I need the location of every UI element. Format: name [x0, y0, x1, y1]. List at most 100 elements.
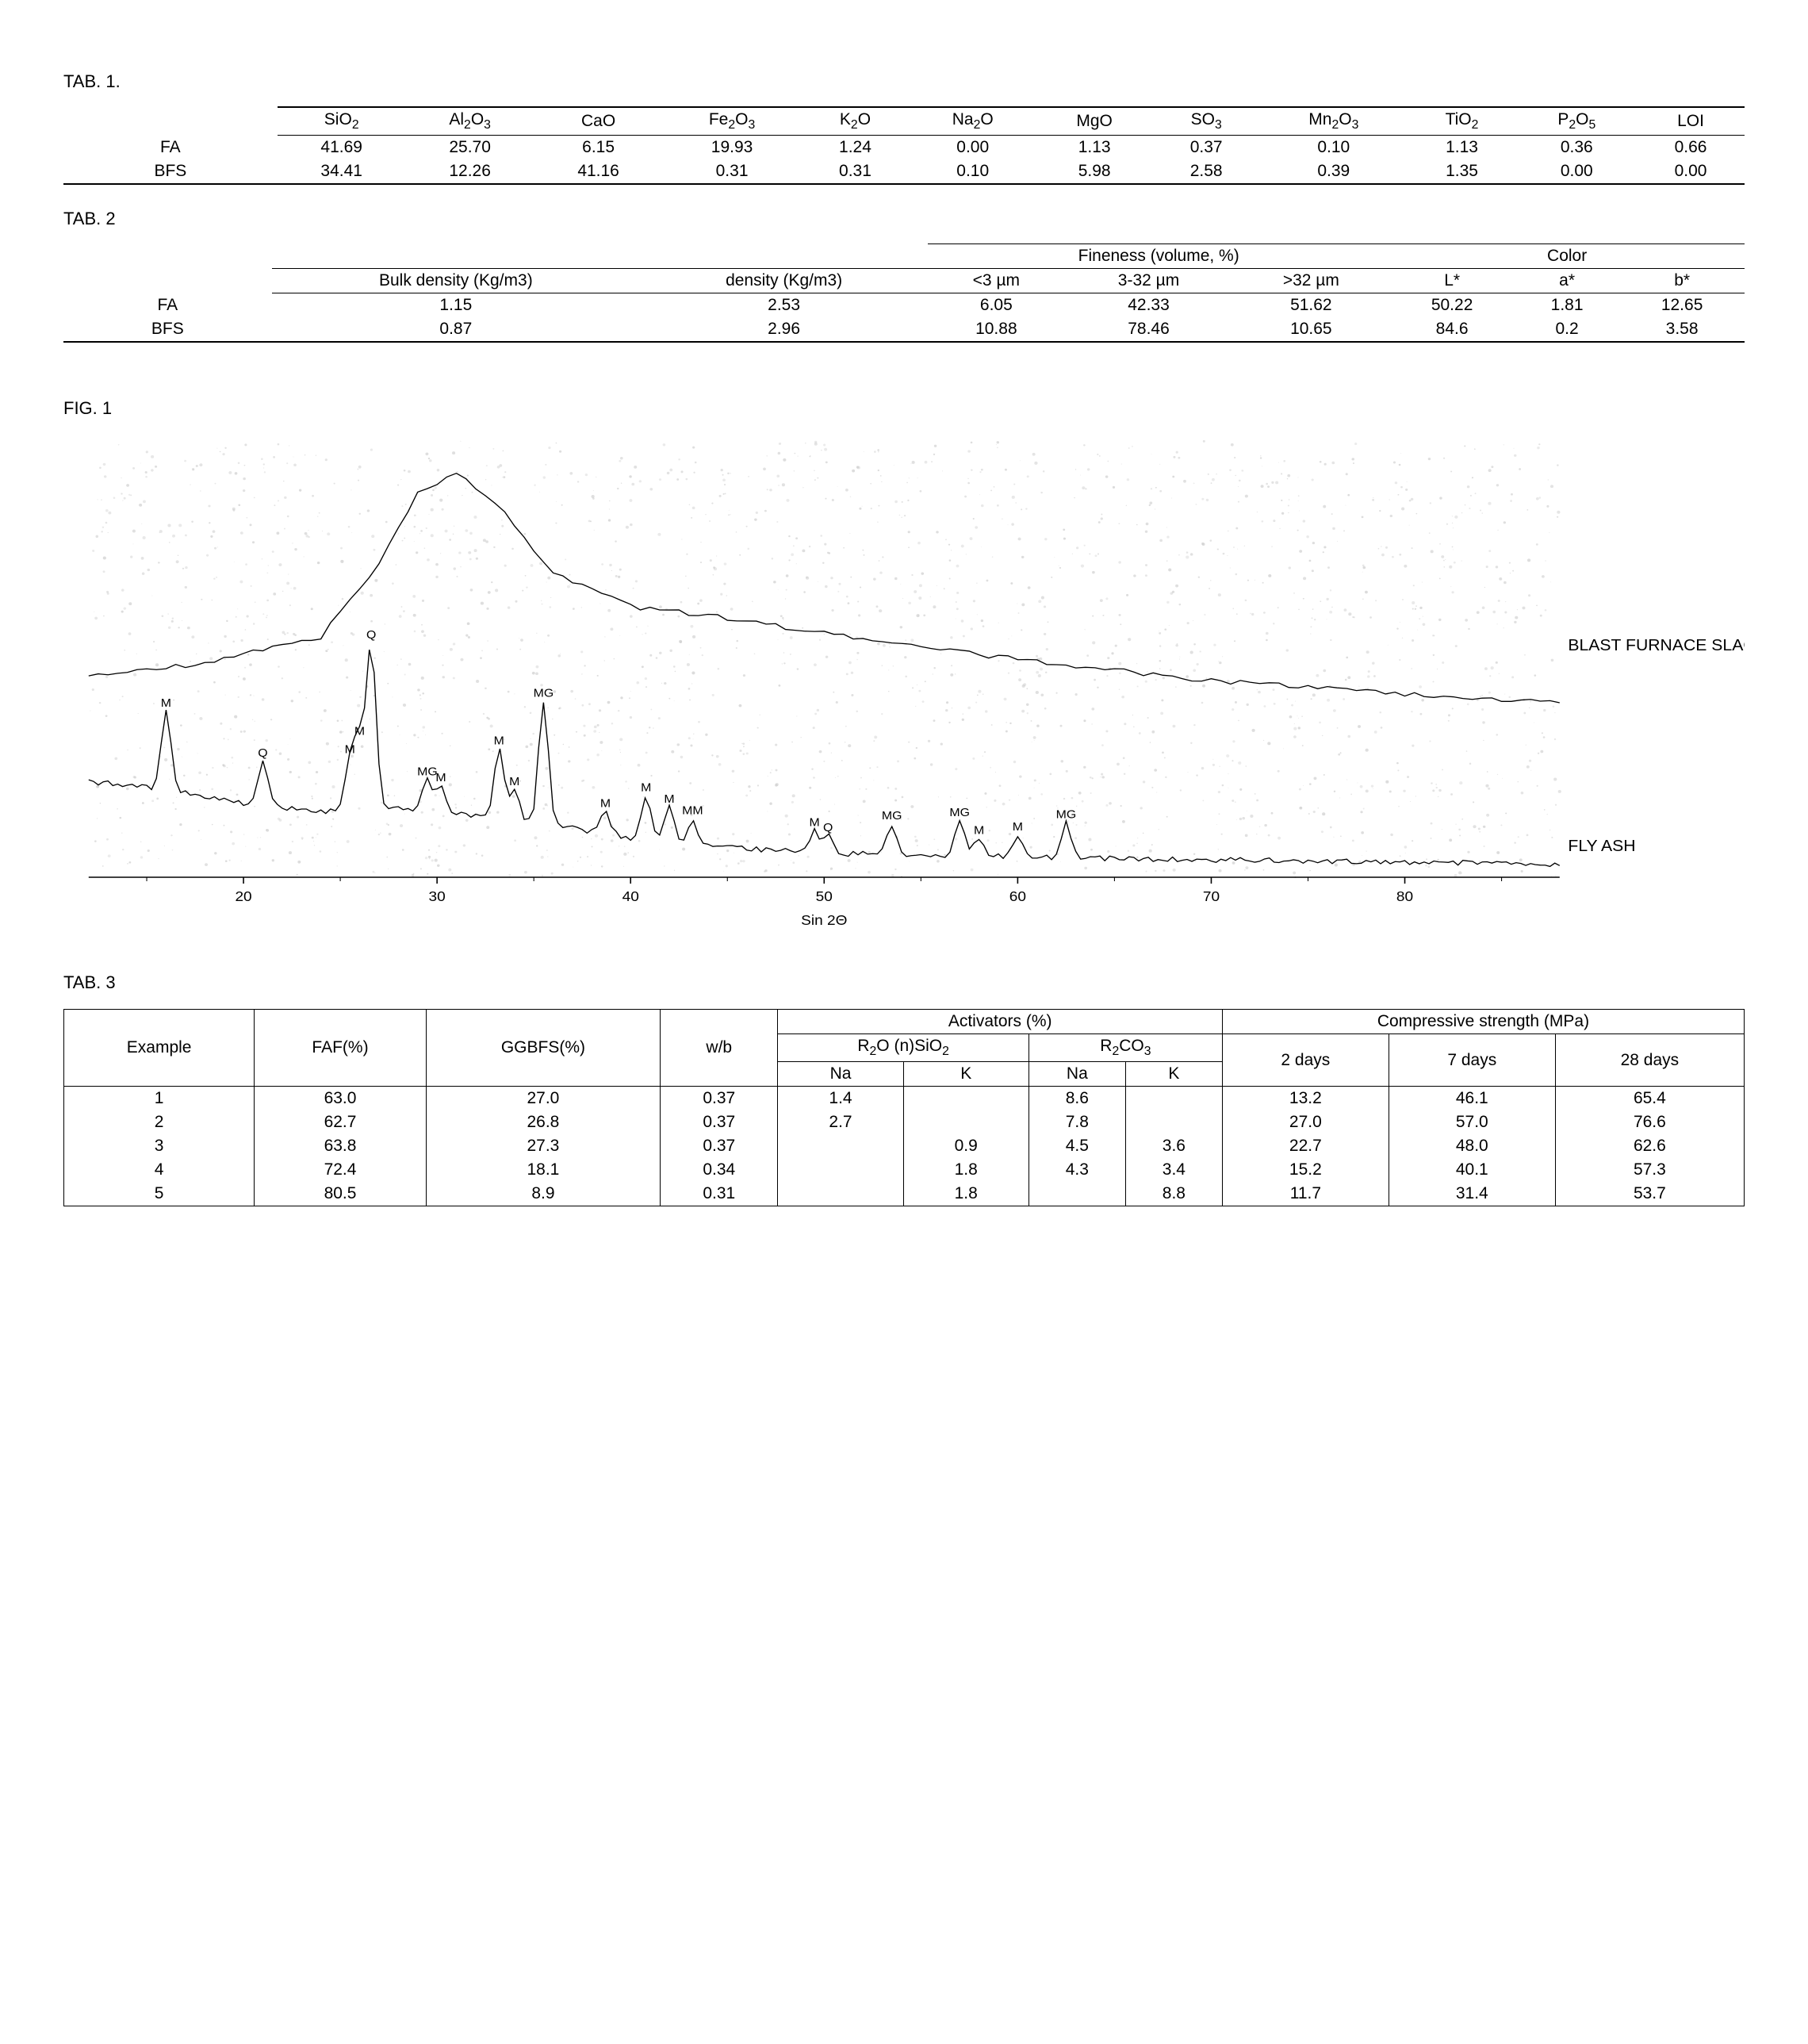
tab2-cell: 42.33	[1065, 293, 1233, 318]
tab3-cell: 57.0	[1389, 1110, 1555, 1134]
tab3-cell: 1.8	[903, 1158, 1028, 1182]
tab3-cell: 57.3	[1555, 1158, 1744, 1182]
tab1-caption: TAB. 1.	[63, 71, 1745, 92]
tab3-cell: 8.9	[426, 1182, 660, 1206]
table-1: SiO2Al2O3CaOFe2O3K2ONa2OMgOSO3Mn2O3TiO2P…	[63, 106, 1745, 185]
tab3-cell	[1028, 1182, 1125, 1206]
tab2-cell: 2.96	[640, 317, 928, 342]
svg-text:M: M	[641, 781, 651, 794]
tab1-col-header: SO3	[1152, 107, 1260, 136]
tab2-cell: 0.87	[272, 317, 641, 342]
tab1-cell: 0.37	[1152, 136, 1260, 160]
tab1-cell: 0.31	[802, 159, 910, 184]
svg-text:Q: Q	[366, 628, 376, 641]
tab2-h-332: 3-32 µm	[1065, 269, 1233, 293]
tab2-row-label: BFS	[63, 317, 272, 342]
tab3-cell: 31.4	[1389, 1182, 1555, 1206]
tab2-group-color: Color	[1389, 244, 1745, 269]
tab1-col-header: Al2O3	[406, 107, 534, 136]
tab1-col-header: CaO	[534, 107, 663, 136]
tab3-cell	[1125, 1110, 1222, 1134]
tab2-group-fineness: Fineness (volume, %)	[928, 244, 1389, 269]
tab3-h-na2: Na	[1028, 1062, 1125, 1087]
tab3-cell: 3.4	[1125, 1158, 1222, 1182]
tab2-cell: 3.58	[1619, 317, 1745, 342]
tab2-caption: TAB. 2	[63, 209, 1745, 229]
svg-text:60: 60	[1009, 888, 1026, 904]
svg-text:BLAST FURNACE SLAG: BLAST FURNACE SLAG	[1568, 637, 1745, 654]
tab3-cell: 0.37	[661, 1134, 778, 1158]
tab2-cell: 50.22	[1389, 293, 1515, 318]
tab3-cell: 27.0	[426, 1087, 660, 1111]
tab2-h-b: b*	[1619, 269, 1745, 293]
tab2-h-lt3: <3 µm	[928, 269, 1064, 293]
tab3-cell: 8.8	[1125, 1182, 1222, 1206]
tab3-cell: 22.7	[1222, 1134, 1389, 1158]
tab1-cell: 1.35	[1408, 159, 1517, 184]
svg-text:M: M	[435, 772, 446, 784]
tab3-cell: 0.31	[661, 1182, 778, 1206]
tab1-cell: 1.24	[802, 136, 910, 160]
tab3-cell: 5	[64, 1182, 255, 1206]
tab3-cell: 65.4	[1555, 1087, 1744, 1111]
tab3-cell: 2	[64, 1110, 255, 1134]
tab3-cell: 1	[64, 1087, 255, 1111]
tab3-caption: TAB. 3	[63, 972, 1745, 993]
tab2-cell: 78.46	[1065, 317, 1233, 342]
tab3-cell: 3.6	[1125, 1134, 1222, 1158]
tab3-h-k2: K	[1125, 1062, 1222, 1087]
tab1-cell: 34.41	[278, 159, 406, 184]
tab2-cell: 84.6	[1389, 317, 1515, 342]
tab3-h-d7: 7 days	[1389, 1034, 1555, 1087]
tab3-cell: 0.37	[661, 1110, 778, 1134]
tab2-cell: 6.05	[928, 293, 1064, 318]
tab1-cell: 0.66	[1637, 136, 1745, 160]
tab2-h-a: a*	[1515, 269, 1619, 293]
svg-text:MG: MG	[417, 765, 438, 778]
tab3-cell	[778, 1134, 903, 1158]
tab2-cell: 2.53	[640, 293, 928, 318]
svg-text:80: 80	[1396, 888, 1413, 904]
tab1-cell: 41.69	[278, 136, 406, 160]
tab2-cell: 1.15	[272, 293, 641, 318]
svg-text:30: 30	[429, 888, 446, 904]
tab1-cell: 0.39	[1260, 159, 1407, 184]
tab1-cell: 0.00	[1517, 159, 1638, 184]
tab1-col-header: LOI	[1637, 107, 1745, 136]
tab3-cell: 4.5	[1028, 1134, 1125, 1158]
tab1-col-header: Mn2O3	[1260, 107, 1407, 136]
tab3-cell: 0.34	[661, 1158, 778, 1182]
svg-text:MG: MG	[882, 809, 902, 822]
tab1-col-header: SiO2	[278, 107, 406, 136]
tab2-h-bulk: Bulk density (Kg/m3)	[272, 269, 641, 293]
svg-text:MG: MG	[534, 687, 554, 700]
tab1-cell: 0.31	[663, 159, 802, 184]
tab3-cell: 11.7	[1222, 1182, 1389, 1206]
tab1-col-header: K2O	[802, 107, 910, 136]
tab3-cell: 18.1	[426, 1158, 660, 1182]
tab1-cell: 0.00	[909, 136, 1036, 160]
tab3-h-r2osio2: R2O (n)SiO2	[778, 1034, 1028, 1062]
tab3-cell	[903, 1110, 1028, 1134]
tab3-cell: 8.6	[1028, 1087, 1125, 1111]
svg-text:Sin 2Θ: Sin 2Θ	[801, 912, 847, 928]
svg-text:MG: MG	[949, 807, 970, 819]
tab1-cell: 19.93	[663, 136, 802, 160]
tab1-cell: 0.36	[1517, 136, 1638, 160]
tab2-h-gt32: >32 µm	[1232, 269, 1389, 293]
tab3-cell: 48.0	[1389, 1134, 1555, 1158]
svg-text:M: M	[509, 776, 519, 788]
svg-text:40: 40	[622, 888, 639, 904]
tab3-cell: 76.6	[1555, 1110, 1744, 1134]
tab3-cell: 0.9	[903, 1134, 1028, 1158]
tab3-h-ggbfs: GGBFS(%)	[426, 1010, 660, 1087]
tab3-cell: 15.2	[1222, 1158, 1389, 1182]
tab2-cell: 0.2	[1515, 317, 1619, 342]
tab1-cell: 1.13	[1036, 136, 1152, 160]
fig1-caption: FIG. 1	[63, 398, 1745, 419]
tab3-cell	[1125, 1087, 1222, 1111]
tab3-cell: 1.8	[903, 1182, 1028, 1206]
tab3-h-cs: Compressive strength (MPa)	[1222, 1010, 1744, 1034]
tab3-cell: 3	[64, 1134, 255, 1158]
tab1-row-label: FA	[63, 136, 278, 160]
